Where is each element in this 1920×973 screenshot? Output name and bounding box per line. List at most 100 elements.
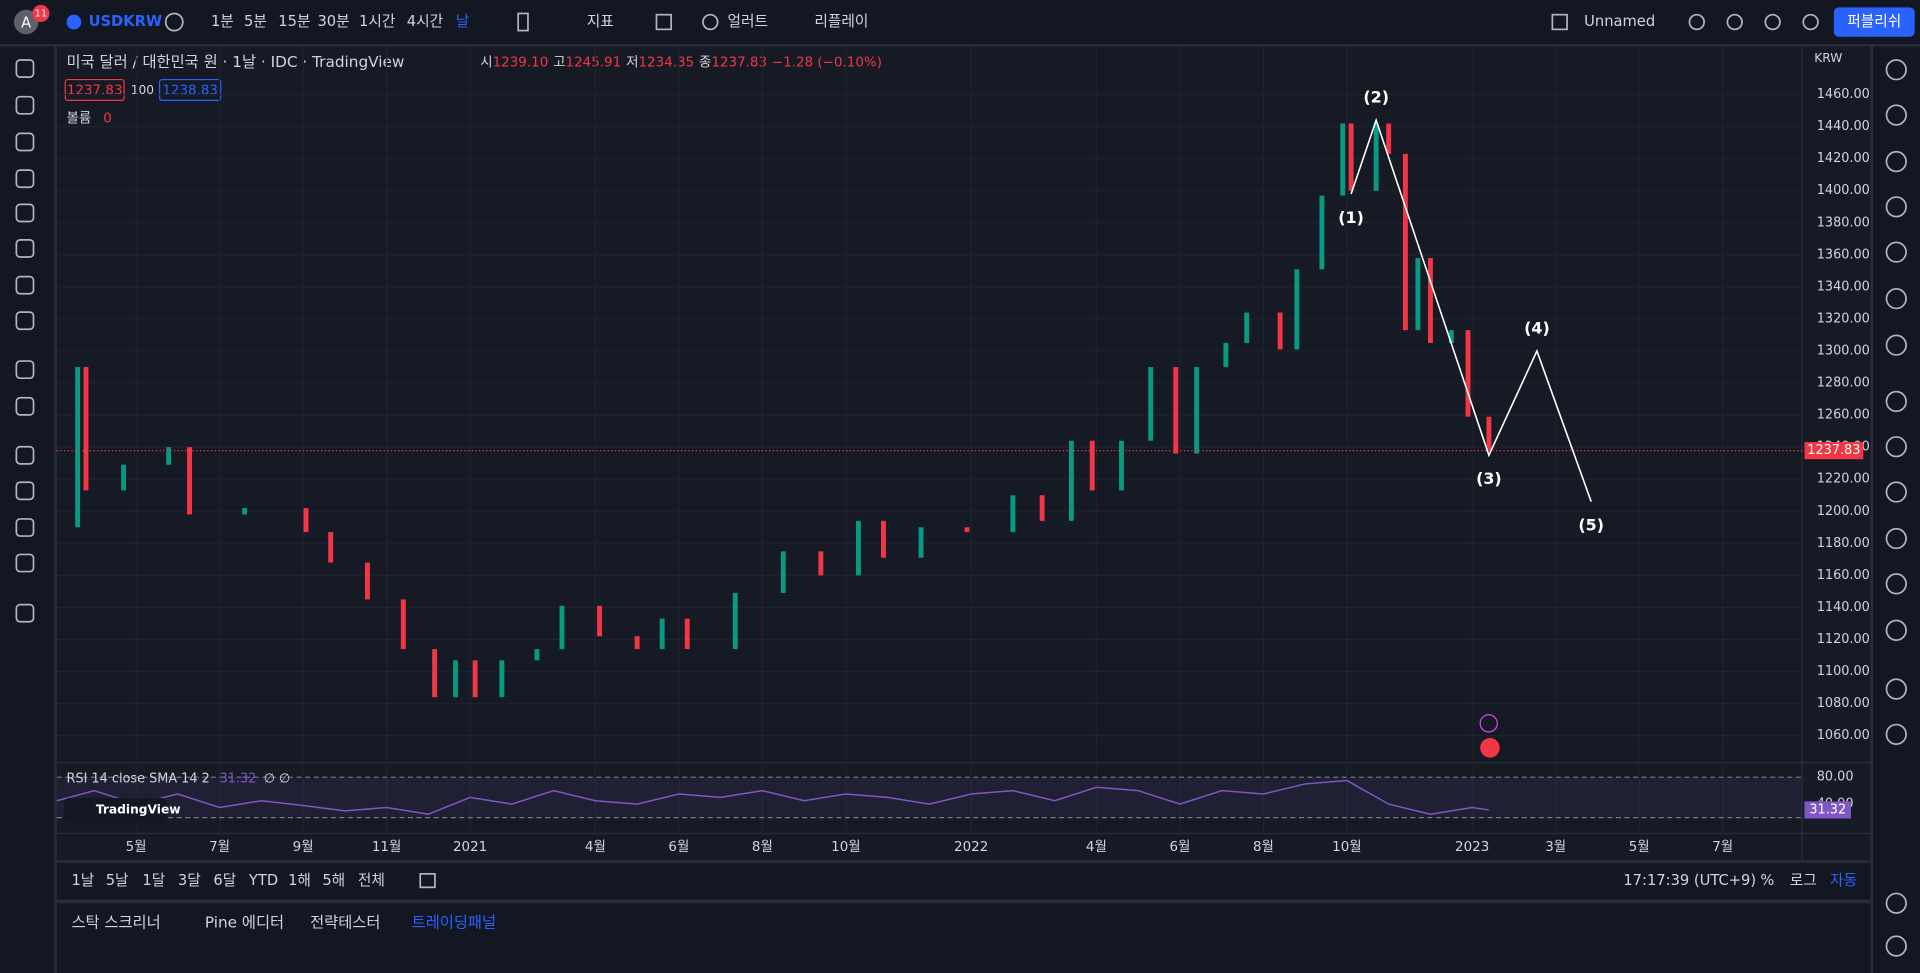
side-tool[interactable] — [1885, 196, 1907, 218]
price-tick-label: 1180.00 — [1817, 536, 1870, 551]
ohlc-value: 1237.83 — [711, 55, 767, 70]
range-button[interactable]: 5해 — [322, 872, 345, 889]
alert-icon[interactable] — [702, 13, 719, 31]
time-tick-label: 11월 — [372, 839, 402, 855]
side-tool[interactable] — [1885, 678, 1907, 700]
interval-button[interactable]: 30분 — [317, 13, 349, 30]
replay-button[interactable]: 리플레이 — [814, 13, 868, 30]
interval-button[interactable]: 4시간 — [407, 13, 443, 30]
side-tool[interactable] — [1885, 287, 1907, 310]
side-tool[interactable] — [1885, 723, 1907, 745]
drawing-tool[interactable] — [15, 553, 35, 573]
side-tool[interactable] — [1885, 241, 1907, 263]
range-button[interactable]: 1날 — [71, 872, 94, 889]
drawing-tool[interactable] — [15, 59, 35, 78]
drawing-tool[interactable] — [15, 481, 35, 501]
toolbar-icon[interactable] — [1802, 13, 1819, 31]
templates-icon[interactable] — [655, 13, 673, 31]
time-tick-label: 4월 — [1086, 839, 1107, 855]
side-tool[interactable] — [1885, 892, 1907, 914]
bid: 1237.83 — [67, 84, 123, 99]
publish-button[interactable] — [1833, 7, 1915, 37]
candle — [1448, 330, 1454, 343]
interval-button[interactable]: 15분 — [278, 13, 310, 30]
candle — [166, 447, 172, 465]
range-button[interactable]: 3달 — [178, 872, 201, 889]
candle — [855, 520, 861, 576]
drawing-tool[interactable] — [15, 360, 35, 380]
auto-toggle[interactable]: 자동 — [1830, 872, 1857, 889]
candle — [364, 562, 370, 600]
side-tool[interactable] — [1885, 935, 1907, 957]
price-tick-label: 1460.00 — [1817, 87, 1870, 102]
range-button[interactable]: 1달 — [142, 872, 165, 889]
top-bar — [0, 0, 1920, 45]
time-tick-label: 7월 — [209, 839, 230, 855]
time-tick-label: 10월 — [831, 839, 861, 855]
layout-name[interactable]: Unnamed — [1584, 13, 1655, 30]
drawing-tool[interactable] — [15, 603, 35, 623]
ohlc-value: 1234.35 — [638, 55, 694, 70]
alert-button[interactable]: 얼러트 — [727, 13, 768, 30]
toolbar-icon[interactable] — [1726, 13, 1743, 31]
time-tick-label: 4월 — [585, 839, 606, 855]
chart-type-icon[interactable] — [517, 12, 529, 32]
date-range-icon[interactable] — [419, 873, 436, 889]
publish-label[interactable]: 퍼블리쉬 — [1847, 13, 1901, 30]
add-symbol[interactable] — [164, 12, 184, 32]
time-tick-label: 2022 — [954, 840, 988, 855]
toolbar-icon[interactable] — [1688, 13, 1705, 31]
candle — [453, 660, 458, 698]
drawing-tool[interactable] — [15, 132, 35, 152]
interval-button[interactable]: 1시간 — [359, 13, 395, 30]
bottom-panel — [56, 903, 1871, 973]
log-toggle[interactable]: 로그 — [1790, 872, 1817, 889]
time-tick-label: 6월 — [668, 839, 689, 855]
ohlc-label: 저 — [626, 54, 638, 70]
side-tool[interactable] — [1885, 59, 1907, 81]
range-button[interactable]: 전체 — [358, 872, 385, 889]
symbol[interactable]: USDKRW — [89, 13, 163, 30]
range-button[interactable]: 1해 — [288, 872, 311, 889]
side-tool[interactable] — [1885, 481, 1907, 503]
time-tick-label: 3월 — [1545, 839, 1566, 855]
side-tool[interactable] — [1885, 436, 1907, 458]
panel-tab[interactable]: 스탁 스크리너 — [71, 913, 160, 931]
drawing-tool[interactable] — [15, 396, 35, 416]
side-tool[interactable] — [1885, 150, 1907, 173]
percent-toggle[interactable]: % — [1760, 872, 1774, 889]
rsi-value-box — [1804, 801, 1851, 819]
panel-tab[interactable]: 트레이딩패널 — [412, 913, 496, 931]
indicators-button[interactable]: 지표 — [587, 13, 614, 30]
side-tool[interactable] — [1885, 104, 1907, 126]
side-tool[interactable] — [1885, 390, 1907, 413]
drawing-tool[interactable] — [15, 95, 35, 115]
interval-button[interactable]: 1분 — [211, 13, 234, 30]
side-tool[interactable] — [1885, 334, 1907, 356]
toolbar-icon[interactable] — [1764, 13, 1781, 31]
drawing-tool[interactable] — [15, 239, 35, 258]
range-button[interactable]: 5날 — [106, 872, 129, 889]
drawing-tool[interactable] — [15, 518, 35, 537]
drawing-tool[interactable] — [15, 203, 35, 223]
candle — [559, 605, 565, 650]
candle — [1427, 258, 1433, 343]
drawing-tool[interactable] — [15, 169, 35, 189]
side-tool[interactable] — [1885, 619, 1907, 641]
drawing-tool[interactable] — [15, 445, 35, 465]
interval-button[interactable]: 날 — [456, 13, 470, 30]
drawing-tool[interactable] — [15, 311, 35, 331]
panel-tab[interactable]: Pine 에디터 — [205, 913, 284, 931]
panel-tab[interactable]: 전략테스터 — [310, 913, 380, 931]
range-button[interactable]: YTD — [248, 872, 278, 889]
drawing-tool[interactable] — [15, 275, 35, 295]
side-tool[interactable] — [1885, 527, 1907, 550]
price-tick-label: 1340.00 — [1817, 279, 1870, 294]
side-tool[interactable] — [1885, 573, 1907, 595]
candle — [1319, 195, 1325, 270]
layout-icon[interactable] — [1551, 13, 1568, 31]
interval-button[interactable]: 5분 — [244, 13, 267, 30]
price-tick-label: 1400.00 — [1817, 183, 1870, 198]
range-button[interactable]: 6달 — [213, 872, 236, 889]
